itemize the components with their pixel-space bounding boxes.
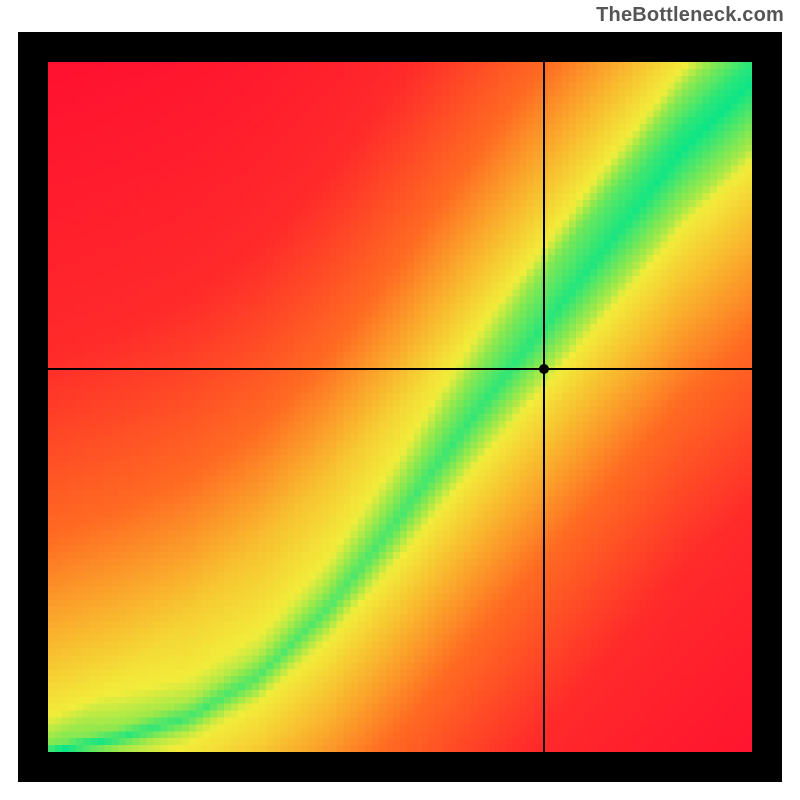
bottleneck-heatmap bbox=[48, 62, 752, 752]
watermark-label: TheBottleneck.com bbox=[596, 4, 784, 27]
crosshair-horizontal bbox=[48, 368, 752, 370]
selected-point-marker bbox=[539, 364, 549, 374]
plot-border bbox=[18, 32, 782, 782]
crosshair-vertical bbox=[543, 62, 545, 752]
figure-frame: TheBottleneck.com bbox=[0, 0, 800, 800]
plot-area bbox=[48, 62, 752, 752]
